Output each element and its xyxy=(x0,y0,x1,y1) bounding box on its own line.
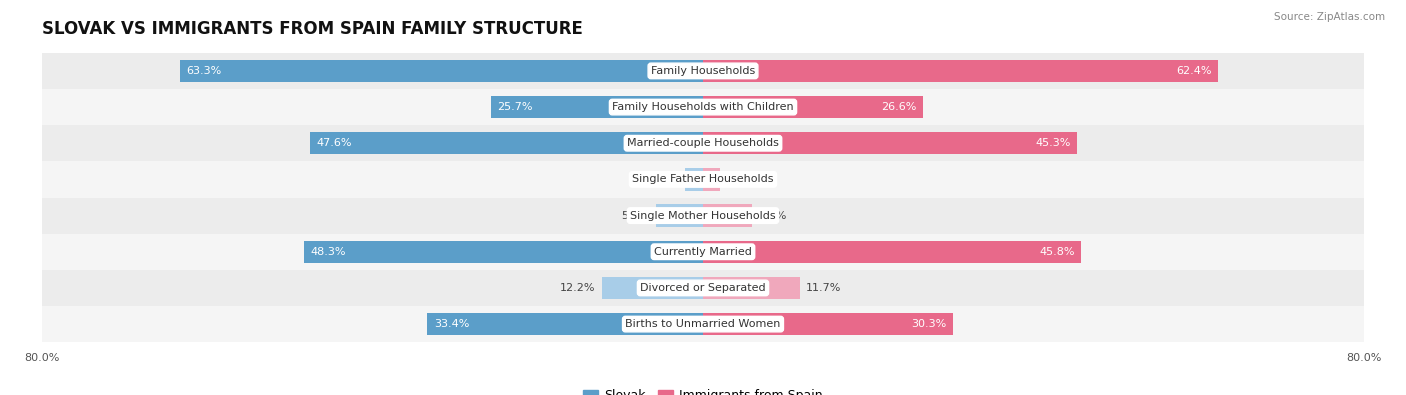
Bar xyxy=(309,132,703,154)
Bar xyxy=(703,132,1077,154)
Text: 45.3%: 45.3% xyxy=(1035,138,1070,148)
Text: Family Households: Family Households xyxy=(651,66,755,76)
Text: 62.4%: 62.4% xyxy=(1177,66,1212,76)
Legend: Slovak, Immigrants from Spain: Slovak, Immigrants from Spain xyxy=(578,384,828,395)
Text: 33.4%: 33.4% xyxy=(433,319,470,329)
Text: 11.7%: 11.7% xyxy=(806,283,842,293)
Bar xyxy=(703,168,720,191)
Bar xyxy=(703,204,752,227)
Bar xyxy=(703,96,922,118)
Text: 2.2%: 2.2% xyxy=(650,175,678,184)
Text: Births to Unmarried Women: Births to Unmarried Women xyxy=(626,319,780,329)
Text: 47.6%: 47.6% xyxy=(316,138,352,148)
Text: Divorced or Separated: Divorced or Separated xyxy=(640,283,766,293)
Text: Currently Married: Currently Married xyxy=(654,247,752,257)
Bar xyxy=(304,241,703,263)
Bar xyxy=(42,89,1364,125)
Bar xyxy=(42,270,1364,306)
Text: 2.1%: 2.1% xyxy=(727,175,755,184)
Bar xyxy=(703,277,800,299)
Bar xyxy=(42,198,1364,234)
Text: 5.9%: 5.9% xyxy=(758,211,787,220)
Bar xyxy=(703,60,1219,82)
Text: 45.8%: 45.8% xyxy=(1039,247,1074,257)
Bar xyxy=(703,241,1081,263)
Bar xyxy=(703,313,953,335)
Text: SLOVAK VS IMMIGRANTS FROM SPAIN FAMILY STRUCTURE: SLOVAK VS IMMIGRANTS FROM SPAIN FAMILY S… xyxy=(42,19,583,38)
Bar xyxy=(180,60,703,82)
Text: Married-couple Households: Married-couple Households xyxy=(627,138,779,148)
Bar xyxy=(42,125,1364,161)
Bar xyxy=(42,53,1364,89)
Text: 63.3%: 63.3% xyxy=(187,66,222,76)
Text: 30.3%: 30.3% xyxy=(911,319,946,329)
Text: Single Mother Households: Single Mother Households xyxy=(630,211,776,220)
Bar xyxy=(42,161,1364,198)
Bar xyxy=(685,168,703,191)
Bar xyxy=(427,313,703,335)
Bar xyxy=(491,96,703,118)
Bar xyxy=(657,204,703,227)
Bar xyxy=(602,277,703,299)
Bar xyxy=(42,234,1364,270)
Text: 5.7%: 5.7% xyxy=(621,211,650,220)
Text: 48.3%: 48.3% xyxy=(311,247,346,257)
Text: 26.6%: 26.6% xyxy=(880,102,917,112)
Text: 25.7%: 25.7% xyxy=(498,102,533,112)
Bar xyxy=(42,306,1364,342)
Text: Source: ZipAtlas.com: Source: ZipAtlas.com xyxy=(1274,12,1385,22)
Text: 12.2%: 12.2% xyxy=(560,283,596,293)
Text: Single Father Households: Single Father Households xyxy=(633,175,773,184)
Text: Family Households with Children: Family Households with Children xyxy=(612,102,794,112)
